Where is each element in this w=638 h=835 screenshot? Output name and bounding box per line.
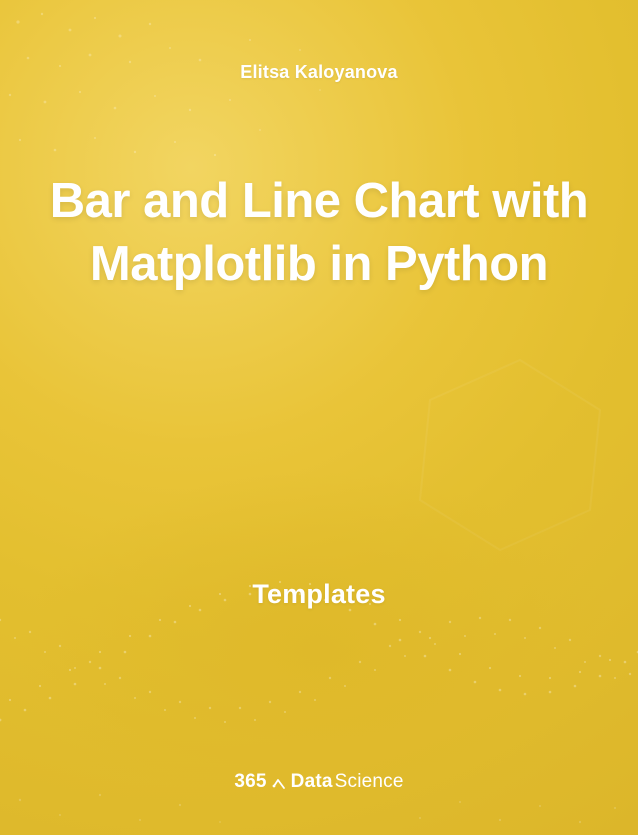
cover-title: Bar and Line Chart with Matplotlib in Py… [0, 170, 638, 295]
cover-subtitle: Templates [0, 579, 638, 610]
brand-logo: 365 DataScience [0, 771, 638, 793]
checkmark-icon [271, 774, 287, 790]
author-name: Elitsa Kaloyanova [0, 62, 638, 83]
brand-name-light: Science [335, 771, 404, 793]
cover-card: Elitsa Kaloyanova Bar and Line Chart wit… [0, 0, 638, 835]
brand-prefix: 365 [234, 771, 266, 793]
particle-mesh [0, 0, 638, 835]
brand-name-bold: Data [291, 771, 333, 793]
